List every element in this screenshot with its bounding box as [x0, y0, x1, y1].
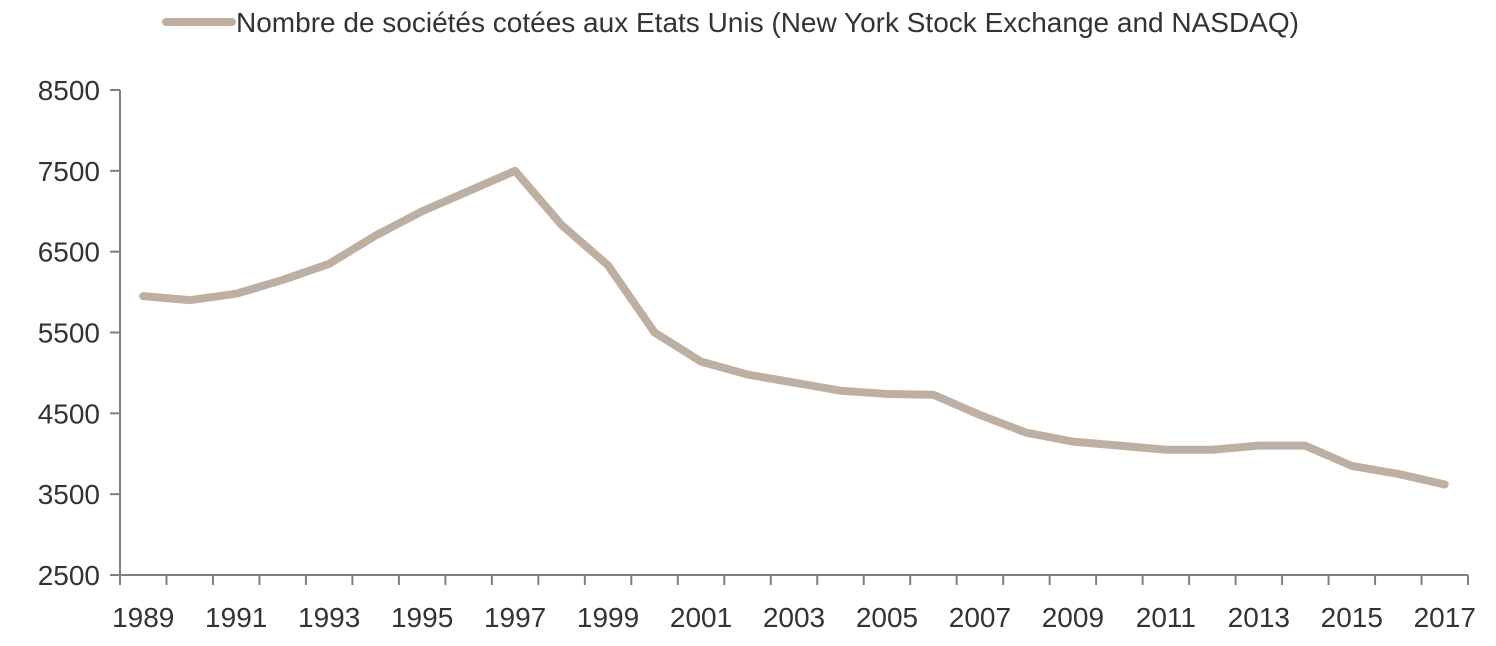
y-tick-label: 7500	[38, 156, 100, 187]
legend-label: Nombre de sociétés cotées aux Etats Unis…	[236, 7, 1299, 38]
y-tick-label: 2500	[38, 560, 100, 591]
y-tick-label: 4500	[38, 398, 100, 429]
series-layer	[139, 166, 1449, 489]
x-tick-label: 2001	[670, 602, 732, 633]
y-tick-label: 8500	[38, 75, 100, 106]
x-ticks: 1989 1991 1993 1995 1997 1999 2001 2003 2005 2007…	[112, 575, 1476, 633]
x-tick-label: 2015	[1321, 602, 1383, 633]
x-tick-label: 1995	[391, 602, 453, 633]
x-tick-label: 1989	[112, 602, 174, 633]
series-line-1	[139, 166, 1449, 489]
x-tick-label: 2005	[856, 602, 918, 633]
x-tick-label: 2003	[763, 602, 825, 633]
x-tick-label: 1997	[484, 602, 546, 633]
y-tick-label: 5500	[38, 318, 100, 349]
x-tick-label: 2007	[949, 602, 1011, 633]
x-tick-label: 1991	[205, 602, 267, 633]
axes	[119, 90, 1468, 576]
x-tick-label: 1999	[577, 602, 639, 633]
y-ticks: 2500 3500 4500 5500 6500 7500 8500	[38, 75, 120, 591]
x-tick-label: 1993	[298, 602, 360, 633]
x-tick-label: 2011	[1136, 602, 1196, 633]
y-tick-label: 6500	[38, 237, 100, 268]
x-tick-label: 2013	[1228, 602, 1290, 633]
y-tick-label: 3500	[38, 479, 100, 510]
x-tick-label: 2009	[1042, 602, 1104, 633]
x-tick-label: 2017	[1414, 602, 1476, 633]
legend: Nombre de sociétés cotées aux Etats Unis…	[162, 7, 1299, 38]
